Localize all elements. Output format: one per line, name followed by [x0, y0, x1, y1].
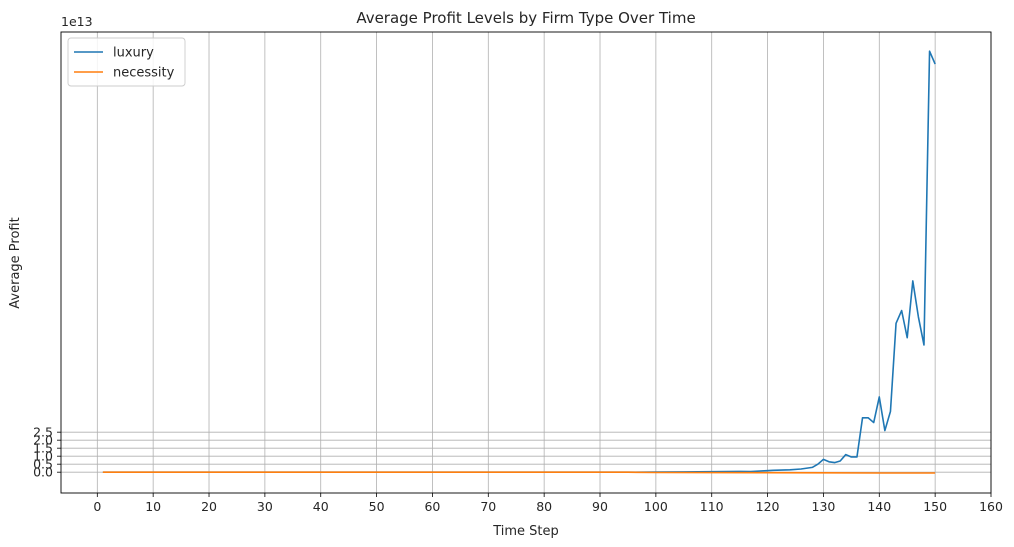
- x-tick-label: 160: [979, 499, 1003, 514]
- legend-label-necessity: necessity: [113, 66, 175, 81]
- y-axis-label: Average Profit: [8, 217, 23, 308]
- x-tick-label: 50: [369, 499, 385, 514]
- y-tick-label: 1.5: [33, 441, 53, 456]
- legend-label-luxury: luxury: [113, 46, 154, 61]
- chart-title: Average Profit Levels by Firm Type Over …: [356, 9, 695, 27]
- x-tick-label: 130: [812, 499, 836, 514]
- plot-frame: [60, 31, 992, 494]
- x-tick-label: 30: [257, 499, 273, 514]
- y-tick-label: 0.0: [33, 465, 53, 480]
- x-tick-label: 70: [480, 499, 496, 514]
- y-tick-label: 2.5: [33, 425, 53, 440]
- x-tick-label: 80: [536, 499, 552, 514]
- x-tick-label: 10: [145, 499, 161, 514]
- y-tick-label: 1.0: [33, 449, 53, 464]
- legend-box: [67, 37, 186, 87]
- series-lines: [102, 50, 936, 474]
- x-tick-label: 90: [592, 499, 608, 514]
- x-tick-label: 150: [923, 499, 947, 514]
- y-scale-label: 1e13: [61, 14, 93, 29]
- legend: luxury necessity: [67, 37, 186, 87]
- x-tick-label: 40: [313, 499, 329, 514]
- x-tick-label: 110: [700, 499, 724, 514]
- x-tick-label: 140: [867, 499, 891, 514]
- ticks: 0 10 20 30 40 50 60 70 80 90 100 110 120 130 140 150 160…: [33, 425, 1003, 514]
- y-tick-label: 0.5: [33, 457, 53, 472]
- x-tick-label: 0: [93, 499, 101, 514]
- x-tick-label: 20: [201, 499, 217, 514]
- series-line-luxury: [102, 50, 936, 473]
- x-axis-label: Time Step: [492, 524, 559, 539]
- x-tick-label: 100: [644, 499, 668, 514]
- x-tick-label: 60: [424, 499, 440, 514]
- y-tick-label: 2.0: [33, 433, 53, 448]
- series-line-necessity: [102, 471, 936, 474]
- x-tick-label: 120: [756, 499, 780, 514]
- grid: [61, 32, 992, 493]
